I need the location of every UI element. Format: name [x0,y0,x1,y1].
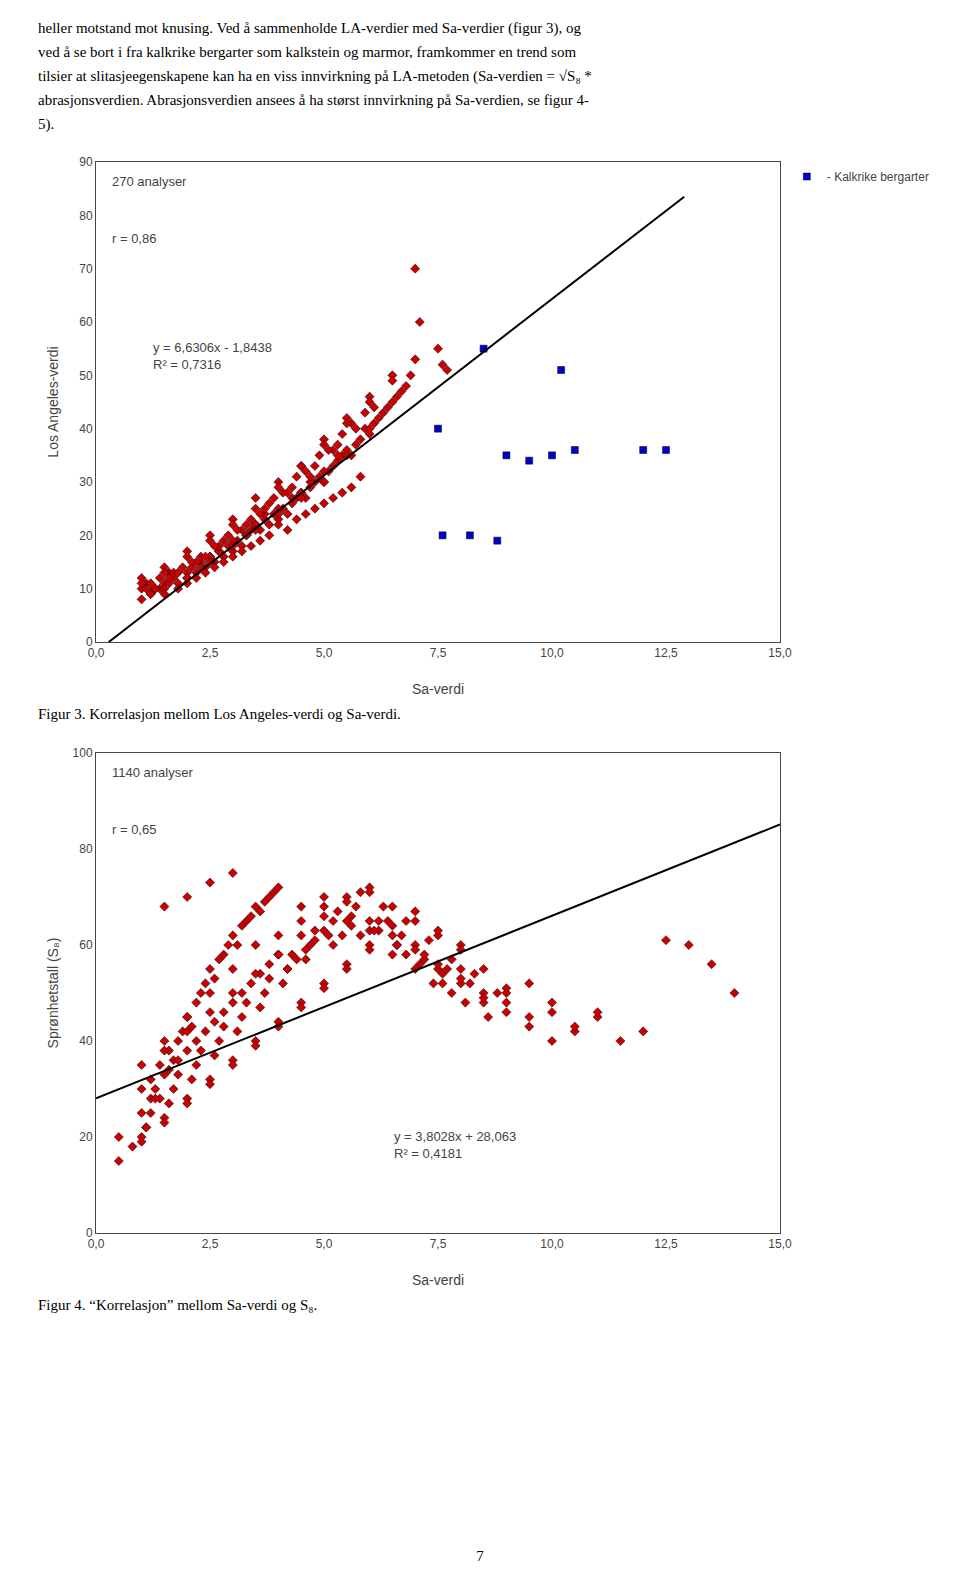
svg-text:2,5: 2,5 [202,1237,219,1251]
svg-text:y = 3,8028x + 28,063R² = 0,418: y = 3,8028x + 28,063R² = 0,4181 [394,1129,516,1161]
svg-text:Los Angeles-verdi: Los Angeles-verdi [45,346,61,457]
svg-text:40: 40 [79,1034,93,1048]
html-text:heller motstand mot knusing. V: heller motstand mot knusing. Ved å samme… [38,20,581,36]
html-text:Figur 4. “Korrelasjon” mellom: Figur 4. “Korrelasjon” mellom Sa-verdi o… [38,1297,318,1313]
svg-text:50: 50 [79,369,93,383]
svg-text:12,5: 12,5 [654,646,678,660]
svg-text:5,0: 5,0 [316,646,333,660]
svg-text:r = 0,65: r = 0,65 [112,822,156,837]
html-text:ved å se bort i fra kalkrike b: ved å se bort i fra kalkrike bergarter s… [38,44,577,60]
svg-text:0: 0 [86,635,93,649]
svg-text:80: 80 [79,209,93,223]
svg-text:5,0: 5,0 [316,1237,333,1251]
svg-text:90: 90 [79,155,93,169]
svg-text:7,5: 7,5 [430,1237,447,1251]
svg-text:10,0: 10,0 [540,646,564,660]
svg-text:r = 0,86: r = 0,86 [112,231,156,246]
svg-text:y = 6,6306x - 1,8438R² = 0,731: y = 6,6306x - 1,8438R² = 0,7316 [153,340,272,372]
svg-text:0,0: 0,0 [88,646,105,660]
svg-text:15,0: 15,0 [768,1237,792,1251]
svg-text:12,5: 12,5 [654,1237,678,1251]
svg-text:10,0: 10,0 [540,1237,564,1251]
svg-text:80: 80 [79,842,93,856]
svg-text:1140 analyser: 1140 analyser [112,765,193,780]
svg-text:0,0: 0,0 [88,1237,105,1251]
svg-text:40: 40 [79,422,93,436]
html-text:abrasjonsverdien. Abrasjonsver: abrasjonsverdien. Abrasjonsverdien ansee… [38,92,590,108]
svg-text:- Kalkrike bergarter: - Kalkrike bergarter [827,170,929,184]
html-text:7: 7 [476,1548,484,1564]
svg-text:10: 10 [79,582,93,596]
svg-text:Sa-verdi: Sa-verdi [412,1272,464,1288]
svg-text:2,5: 2,5 [202,646,219,660]
svg-text:Sa-verdi: Sa-verdi [412,681,464,697]
svg-text:270 analyser: 270 analyser [112,174,187,189]
svg-text:20: 20 [79,529,93,543]
svg-text:20: 20 [79,1130,93,1144]
svg-text:Sprønhetstall (S₈): Sprønhetstall (S₈) [45,938,61,1049]
svg-text:30: 30 [79,475,93,489]
svg-text:15,0: 15,0 [768,646,792,660]
html-text:tilsier at slitasjeegenskapene: tilsier at slitasjeegenskapene kan ha en… [38,68,592,84]
svg-text:7,5: 7,5 [430,646,447,660]
svg-text:60: 60 [79,938,93,952]
html-text:Figur 3. Korrelasjon mellom Lo: Figur 3. Korrelasjon mellom Los Angeles-… [38,706,401,722]
svg-text:70: 70 [79,262,93,276]
svg-text:60: 60 [79,315,93,329]
html-text:5).: 5). [38,116,55,132]
svg-text:0: 0 [86,1226,93,1240]
svg-text:100: 100 [73,746,93,760]
